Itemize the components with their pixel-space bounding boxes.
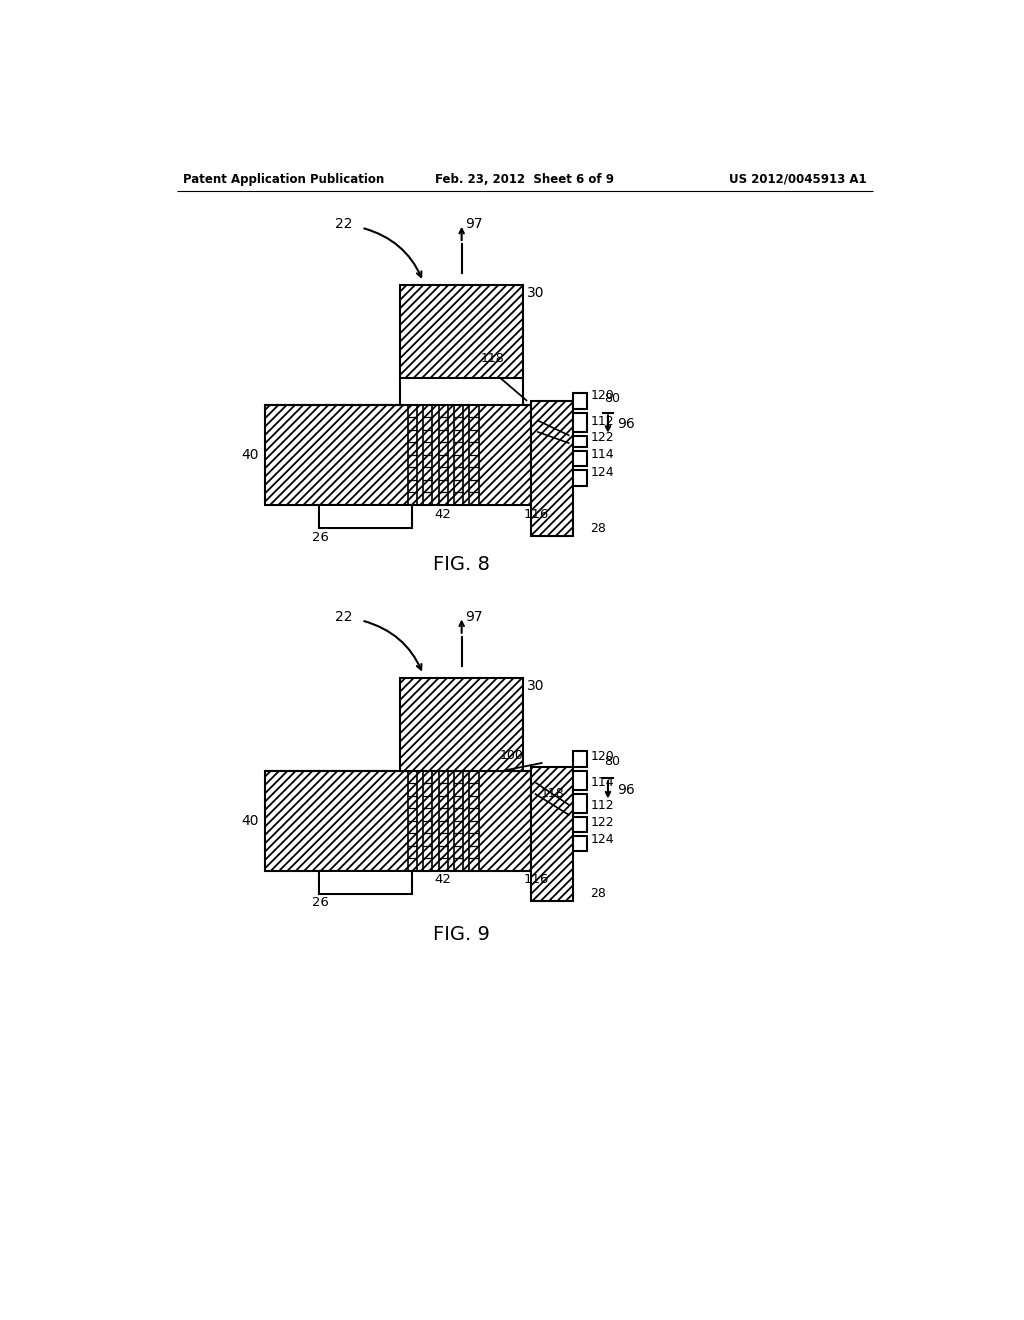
Text: Feb. 23, 2012  Sheet 6 of 9: Feb. 23, 2012 Sheet 6 of 9 <box>435 173 614 186</box>
Bar <box>573 817 587 832</box>
Bar <box>573 393 587 409</box>
Bar <box>573 751 587 767</box>
Text: FIG. 8: FIG. 8 <box>433 556 490 574</box>
Bar <box>531 767 573 902</box>
Text: 120: 120 <box>590 750 614 763</box>
Bar <box>531 401 573 536</box>
Text: 26: 26 <box>311 896 329 909</box>
Text: 30: 30 <box>527 678 545 693</box>
Bar <box>573 470 587 486</box>
Text: 80: 80 <box>604 755 621 768</box>
Text: 97: 97 <box>466 610 483 623</box>
Bar <box>573 412 587 432</box>
Text: 118: 118 <box>541 787 564 800</box>
Bar <box>321 871 411 892</box>
Bar <box>400 285 523 378</box>
Text: 120: 120 <box>590 389 614 403</box>
Text: 118: 118 <box>481 352 505 366</box>
Bar <box>573 436 587 447</box>
Text: 96: 96 <box>617 783 635 797</box>
Text: US 2012/0045913 A1: US 2012/0045913 A1 <box>729 173 866 186</box>
Bar <box>573 836 587 851</box>
Text: 124: 124 <box>590 833 613 846</box>
Bar <box>573 793 587 813</box>
Text: 112: 112 <box>590 799 613 812</box>
Text: 116: 116 <box>523 508 549 520</box>
Text: 28: 28 <box>590 887 606 900</box>
Text: 40: 40 <box>242 447 259 462</box>
Text: 114: 114 <box>590 449 613 462</box>
Text: FIG. 9: FIG. 9 <box>433 925 490 944</box>
Text: 116: 116 <box>523 874 549 887</box>
Text: 26: 26 <box>311 531 329 544</box>
Text: 100: 100 <box>500 748 524 762</box>
Text: 122: 122 <box>590 816 613 829</box>
Bar <box>265 771 531 871</box>
Bar <box>319 504 412 528</box>
Bar <box>265 405 531 506</box>
Bar <box>573 771 587 789</box>
Text: 28: 28 <box>590 521 606 535</box>
Text: 30: 30 <box>527 286 545 300</box>
Text: 114: 114 <box>590 776 613 788</box>
Text: 80: 80 <box>604 392 621 405</box>
Text: 97: 97 <box>466 216 483 231</box>
Text: 22: 22 <box>335 216 352 231</box>
Text: 96: 96 <box>617 417 635 432</box>
Bar <box>321 506 411 527</box>
Text: 40: 40 <box>242 813 259 828</box>
Text: 122: 122 <box>590 430 613 444</box>
Text: 42: 42 <box>435 874 452 887</box>
Text: 124: 124 <box>590 466 613 479</box>
Text: Patent Application Publication: Patent Application Publication <box>183 173 384 186</box>
Text: 42: 42 <box>435 508 452 520</box>
Bar <box>319 871 412 894</box>
Bar <box>400 678 523 771</box>
Text: 112: 112 <box>590 416 613 428</box>
Text: 22: 22 <box>335 610 352 623</box>
Bar <box>573 451 587 466</box>
